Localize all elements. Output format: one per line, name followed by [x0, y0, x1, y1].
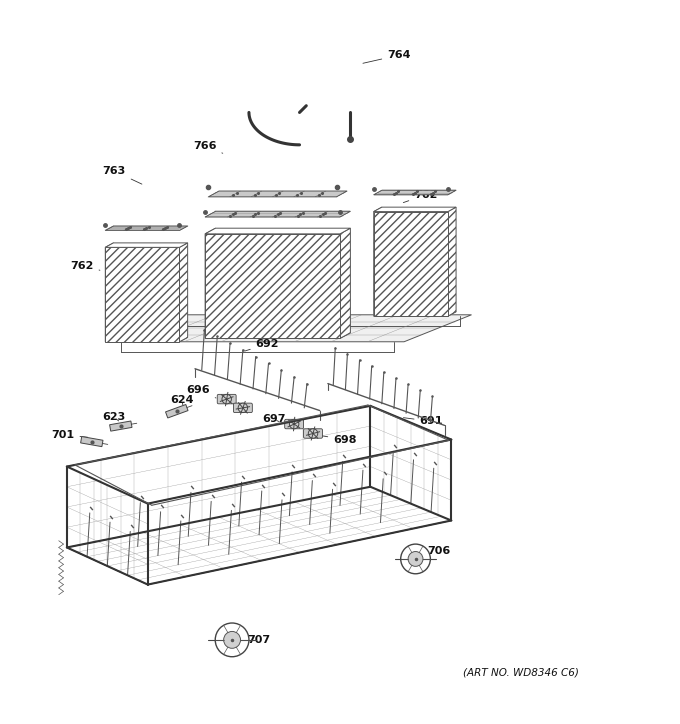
- Text: 697: 697: [262, 414, 286, 424]
- Text: 707: 707: [235, 635, 271, 645]
- Circle shape: [222, 395, 231, 404]
- Text: 691: 691: [403, 416, 443, 426]
- Polygon shape: [205, 228, 350, 234]
- Text: 692: 692: [245, 339, 279, 351]
- Text: 763: 763: [103, 166, 142, 184]
- Polygon shape: [67, 466, 148, 584]
- Polygon shape: [67, 406, 371, 547]
- Polygon shape: [205, 234, 340, 338]
- Polygon shape: [81, 437, 103, 447]
- Polygon shape: [374, 312, 456, 316]
- FancyBboxPatch shape: [217, 395, 236, 404]
- FancyBboxPatch shape: [303, 429, 322, 438]
- Text: 764: 764: [363, 50, 411, 63]
- Polygon shape: [148, 439, 452, 584]
- Polygon shape: [209, 191, 347, 197]
- Polygon shape: [448, 207, 456, 316]
- Circle shape: [224, 631, 241, 648]
- Polygon shape: [109, 421, 132, 431]
- Polygon shape: [371, 406, 452, 521]
- Polygon shape: [180, 243, 188, 342]
- Circle shape: [238, 403, 248, 413]
- Polygon shape: [374, 211, 448, 316]
- Polygon shape: [205, 228, 216, 338]
- Text: 623: 623: [103, 412, 126, 422]
- Circle shape: [308, 429, 318, 438]
- Text: 762: 762: [403, 190, 437, 203]
- Polygon shape: [105, 248, 180, 342]
- Circle shape: [216, 623, 249, 657]
- FancyBboxPatch shape: [233, 403, 252, 413]
- Text: 698: 698: [314, 434, 357, 445]
- Polygon shape: [105, 226, 188, 230]
- Circle shape: [290, 419, 299, 429]
- Text: 624: 624: [170, 395, 194, 405]
- Polygon shape: [105, 337, 188, 342]
- Polygon shape: [105, 243, 188, 248]
- Text: 696: 696: [186, 385, 216, 398]
- FancyBboxPatch shape: [285, 419, 303, 429]
- Text: (ART NO. WD8346 C6): (ART NO. WD8346 C6): [463, 668, 579, 677]
- Text: 706: 706: [414, 546, 451, 556]
- Text: 761: 761: [235, 272, 266, 287]
- Polygon shape: [374, 190, 456, 195]
- Circle shape: [408, 552, 423, 566]
- Polygon shape: [205, 211, 350, 217]
- Polygon shape: [374, 207, 382, 316]
- Polygon shape: [340, 228, 350, 338]
- Polygon shape: [67, 487, 452, 584]
- Text: 762: 762: [70, 261, 100, 271]
- Polygon shape: [205, 333, 350, 338]
- Polygon shape: [111, 315, 471, 342]
- Circle shape: [401, 544, 430, 574]
- Polygon shape: [165, 405, 188, 418]
- Polygon shape: [374, 207, 456, 211]
- Text: 701: 701: [51, 430, 88, 440]
- Text: 766: 766: [193, 141, 223, 153]
- Polygon shape: [105, 243, 114, 342]
